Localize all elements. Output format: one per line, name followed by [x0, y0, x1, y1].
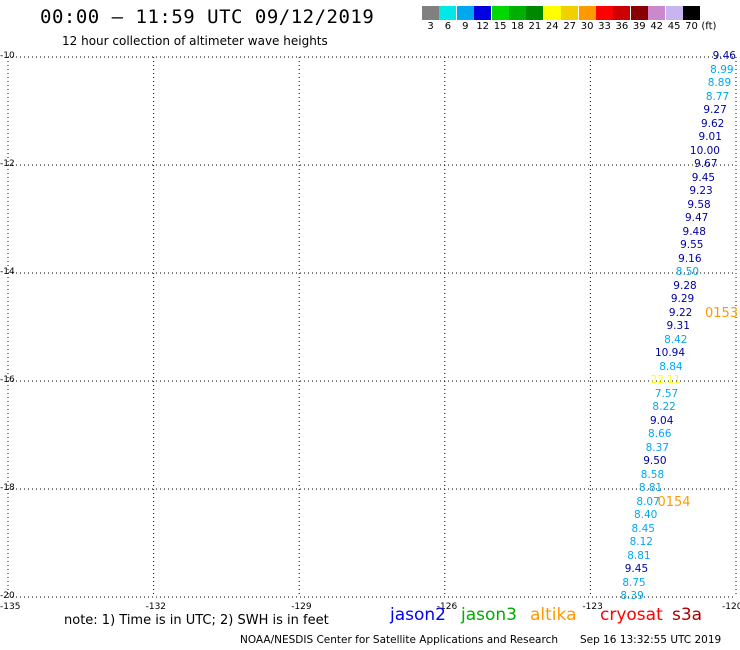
- wave-height-value: 9.04: [650, 414, 674, 427]
- scale-label: 15: [493, 21, 507, 32]
- scale-label: 70: [685, 21, 698, 32]
- scale-swatch: [683, 6, 700, 20]
- lon-tick-label: -135: [0, 602, 21, 612]
- wave-height-value: 8.45: [631, 522, 655, 535]
- wave-height-value: 8.58: [640, 468, 665, 481]
- wave-height-value: 8.77: [705, 90, 730, 103]
- map-title: 00:00 – 11:59 UTC 09/12/2019: [40, 6, 375, 28]
- satellite-label-s3a: s3a: [672, 605, 703, 625]
- scale-swatch: [630, 6, 648, 20]
- scale-swatch: [648, 6, 666, 20]
- wave-height-value: 9.62: [700, 117, 725, 130]
- wave-height-value: 8.75: [622, 576, 646, 589]
- wave-height-value: 8.37: [645, 441, 670, 454]
- scale-label: 39: [632, 21, 646, 32]
- wave-height-value: 10.00: [689, 144, 720, 157]
- scale-swatch: [509, 6, 526, 20]
- satellite-label-altika: altika: [530, 605, 577, 625]
- scale-swatch: [543, 6, 561, 20]
- lon-tick-label: -126: [436, 602, 458, 612]
- wave-height-value: 8.22: [652, 401, 676, 413]
- scale-label: 24: [545, 21, 559, 32]
- wave-height-value: 9.48: [682, 225, 706, 238]
- scale-label: 33: [598, 21, 611, 32]
- scale-swatch: [613, 6, 631, 20]
- lat-tick-label: -14: [0, 267, 15, 277]
- wave-height-value: 9.50: [643, 455, 667, 467]
- pass-time-label: 0154: [657, 494, 691, 510]
- scale-label: 42: [650, 21, 664, 32]
- scale-label: 12: [476, 21, 490, 32]
- lat-tick-label: -20: [0, 591, 15, 601]
- scale-label: 9: [462, 21, 469, 32]
- wave-height-value: 9.29: [670, 293, 695, 305]
- lon-tick-label: -120: [722, 602, 740, 612]
- lon-tick-label: -123: [582, 602, 603, 612]
- map-subtitle: 12 hour collection of altimeter wave hei…: [62, 34, 328, 48]
- wave-height-value: 8.99: [710, 63, 734, 76]
- lon-tick-label: -129: [291, 602, 312, 612]
- scale-swatch: [491, 6, 509, 20]
- wave-height-value: 8.81: [627, 549, 651, 562]
- scale-label: 27: [563, 21, 577, 32]
- scale-label: 18: [511, 21, 524, 32]
- wave-height-value: 8.89: [707, 77, 732, 89]
- footer-timestamp: Sep 16 13:32:55 UTC 2019: [580, 634, 722, 646]
- scale-label: 21: [528, 21, 542, 32]
- wave-height-value: 9.27: [703, 104, 727, 116]
- wave-height-value: 9.22: [668, 306, 693, 319]
- footer-credit: NOAA/NESDIS Center for Satellite Applica…: [240, 634, 558, 646]
- wave-height-value: 9.31: [666, 320, 690, 332]
- wave-height-value: 10.94: [654, 347, 686, 359]
- scale-label: 45: [667, 21, 681, 32]
- wave-height-value: 9.67: [694, 158, 718, 170]
- wave-height-value: 9.23: [689, 185, 713, 197]
- satellite-label-cryosat: cryosat: [600, 605, 663, 625]
- wave-height-value: 8.40: [633, 509, 658, 521]
- wave-height-value: 22.11: [650, 374, 681, 386]
- wave-height-value: 8.39: [620, 590, 644, 602]
- scale-swatch: [456, 6, 474, 20]
- wave-height-value: 8.81: [638, 482, 663, 494]
- wave-height-value: 9.01: [698, 131, 722, 143]
- note-text: note: 1) Time is in UTC; 2) SWH is in fe…: [64, 613, 329, 628]
- satellite-label-jason2: jason2: [390, 605, 446, 625]
- satellite-label-jason3: jason3: [461, 605, 517, 625]
- wave-height-value: 8.07: [636, 495, 660, 508]
- scale-swatch: [578, 6, 596, 20]
- scale-unit: (ft): [701, 21, 717, 32]
- lat-tick-label: -10: [0, 51, 15, 61]
- wave-height-value: 9.28: [673, 279, 697, 292]
- scale-label: 6: [444, 21, 452, 32]
- lat-tick-label: -12: [0, 159, 15, 169]
- wave-height-value: 8.42: [664, 333, 688, 346]
- scale-swatch: [474, 6, 492, 20]
- wave-height-value: 9.16: [678, 252, 702, 265]
- scale-swatch: [665, 6, 683, 20]
- scale-swatch: [596, 6, 613, 20]
- scale-label: 3: [427, 21, 434, 32]
- wave-height-value: 9.45: [691, 171, 716, 184]
- wave-height-value: 8.12: [629, 536, 653, 548]
- wave-height-value: 8.84: [659, 360, 683, 373]
- wave-height-value: 7.57: [654, 387, 679, 400]
- pass-time-label: 0153: [705, 305, 739, 321]
- wave-height-value: 9.47: [684, 212, 709, 224]
- scale-swatch: [526, 6, 544, 20]
- lon-tick-label: -132: [145, 602, 167, 612]
- wave-height-value: 9.45: [624, 563, 649, 575]
- lat-tick-label: -16: [0, 375, 15, 385]
- wave-height-value: 9.55: [680, 239, 704, 251]
- wave-height-value: 9.46: [712, 50, 736, 62]
- wave-height-value: 8.66: [648, 428, 672, 440]
- scale-swatch: [561, 6, 579, 20]
- wave-height-value: 8.50: [675, 266, 700, 278]
- lat-tick-label: -18: [0, 483, 15, 493]
- scale-swatch: [422, 6, 439, 20]
- scale-label: 30: [580, 21, 594, 32]
- wave-height-value: 9.58: [687, 198, 711, 211]
- scale-swatch: [439, 6, 457, 20]
- scale-label: 36: [615, 21, 629, 32]
